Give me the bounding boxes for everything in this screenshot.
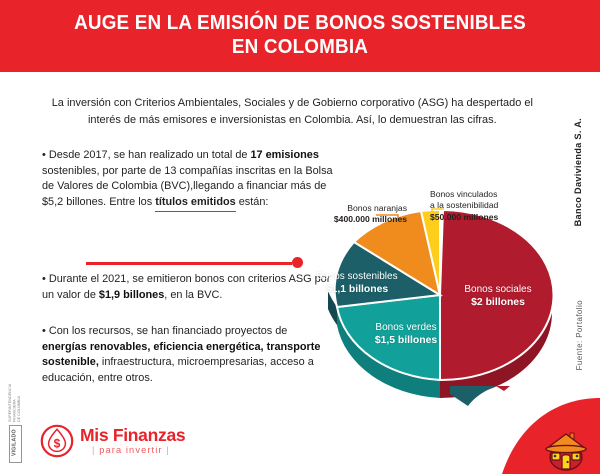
svg-text:$: $ (54, 437, 61, 451)
bullet-3-text-a: • Con los recursos, se han financiado pr… (42, 325, 288, 337)
pie-chart-svg (328, 208, 555, 398)
bank-name-vertical: Banco Davivienda S. A. (573, 118, 583, 227)
callout-connector-dot (292, 257, 303, 268)
pie-slice-bonos-sociales (439, 208, 555, 382)
bullet-item-2: • Durante el 2021, se emitieron bonos co… (42, 272, 332, 303)
pie-label-verdes-name: Bonos verdes (375, 322, 437, 333)
bullet-item-1: • Desde 2017, se han realizado un total … (42, 148, 334, 213)
pie-label-bonos-sostenibles: Bonos sostenibles $1,1 billones (302, 270, 412, 296)
pie-chart: Bonos naranjas $400.000 millones Bonos v… (290, 185, 590, 410)
brand-name: Mis Finanzas (80, 425, 186, 445)
bullet-1-underlined-titulos: títulos emitidos (155, 195, 236, 213)
pie-label-bonos-verdes: Bonos verdes $1,5 billones (352, 321, 460, 347)
bullet-2-text-b: , en la BVC. (164, 288, 223, 301)
brand-tagline: | para invertir | (92, 445, 170, 455)
house-mascot-icon (545, 432, 587, 471)
bullet-2-bold-valor: $1,9 billones (98, 288, 165, 301)
pie-side-verdes (337, 307, 440, 398)
pie-slice-bonos-verdes (335, 293, 441, 382)
pie-side-sostenibles (328, 291, 337, 325)
pie-label-sostenibles-name: Bonos sostenibles (316, 271, 398, 282)
mis-finanzas-logo-icon: $ (40, 424, 74, 458)
source-credit-vertical: Fuente: Portafolio (575, 300, 584, 371)
bullet-1-text-c: están: (235, 195, 269, 208)
intro-paragraph: La inversión con Criterios Ambientales, … (51, 97, 533, 126)
bullet-2-text-a: • Durante el 2021, se emitieron bonos co… (42, 273, 331, 301)
callout-connector-line (86, 262, 292, 265)
page-title: AUGE EN LA EMISIÓN DE BONOS SOSTENIBLES … (74, 11, 526, 58)
tagline-text: para invertir (99, 445, 163, 455)
blob-red-accent (496, 386, 510, 391)
pie-label-bonos-naranjas: Bonos naranjas $400.000 millones (303, 203, 407, 226)
tagline-bar-right: | (166, 445, 170, 455)
pie-label-naranjas-value: $400.000 millones (333, 214, 407, 225)
pie-label-sociales-name: Bonos sociales (464, 284, 532, 295)
tagline-bar-left: | (92, 445, 96, 455)
bullet-1-text-b: sostenibles, por parte de 13 compañías i… (42, 164, 333, 208)
bullet-item-3: • Con los recursos, se han financiado pr… (42, 324, 334, 386)
vigilado-box (9, 425, 22, 463)
bullet-list: • Desde 2017, se han realizado un total … (42, 148, 334, 384)
bullet-1-bold-emisiones: 17 emisiones (250, 149, 319, 161)
blob-teal-accent (450, 386, 496, 406)
vigilado-label: VIGILADO (11, 429, 18, 457)
pie-label-sociales-value: $2 billones (471, 297, 525, 308)
bullet-3-text-b: infraestructura, microempresarias, acces… (42, 356, 314, 384)
pie-label-vinculados-name-1: Bonos vinculados (430, 189, 498, 199)
pie-label-bonos-vinculados: Bonos vinculados a la sostenibilidad $50… (430, 189, 542, 223)
pie-label-vinculados-value: $50.000 millones (430, 211, 499, 222)
pie-slice-bonos-sostenibles (333, 240, 443, 309)
pie-label-verdes-value: $1,5 billones (374, 335, 438, 346)
pie-label-bonos-sociales: Bonos sociales $2 billones (446, 283, 550, 309)
pie-slice-bonos-vinculados (419, 208, 441, 296)
pie-slice-bonos-naranjas (352, 209, 442, 298)
pie-label-naranjas-name: Bonos naranjas (347, 203, 407, 213)
pie-label-sostenibles-value: $1,1 billones (325, 284, 389, 295)
brand-logo: $ Mis Finanzas | para invertir | (40, 424, 260, 464)
leader-line-vinculados (431, 208, 444, 218)
pie-label-vinculados-name-2: a la sostenibilidad (430, 200, 499, 211)
bullet-1-text-a: • Desde 2017, se han realizado un total … (42, 149, 251, 161)
leader-line-naranjas (376, 214, 399, 223)
bullet-3-bold-proyectos: energías renovables, eficiencia energéti… (42, 340, 321, 369)
header-banner: AUGE EN LA EMISIÓN DE BONOS SOSTENIBLES … (0, 0, 600, 72)
superintendencia-note: SUPERINTENDENCIA FINANCIERA DE COLOMBIA (8, 383, 21, 422)
